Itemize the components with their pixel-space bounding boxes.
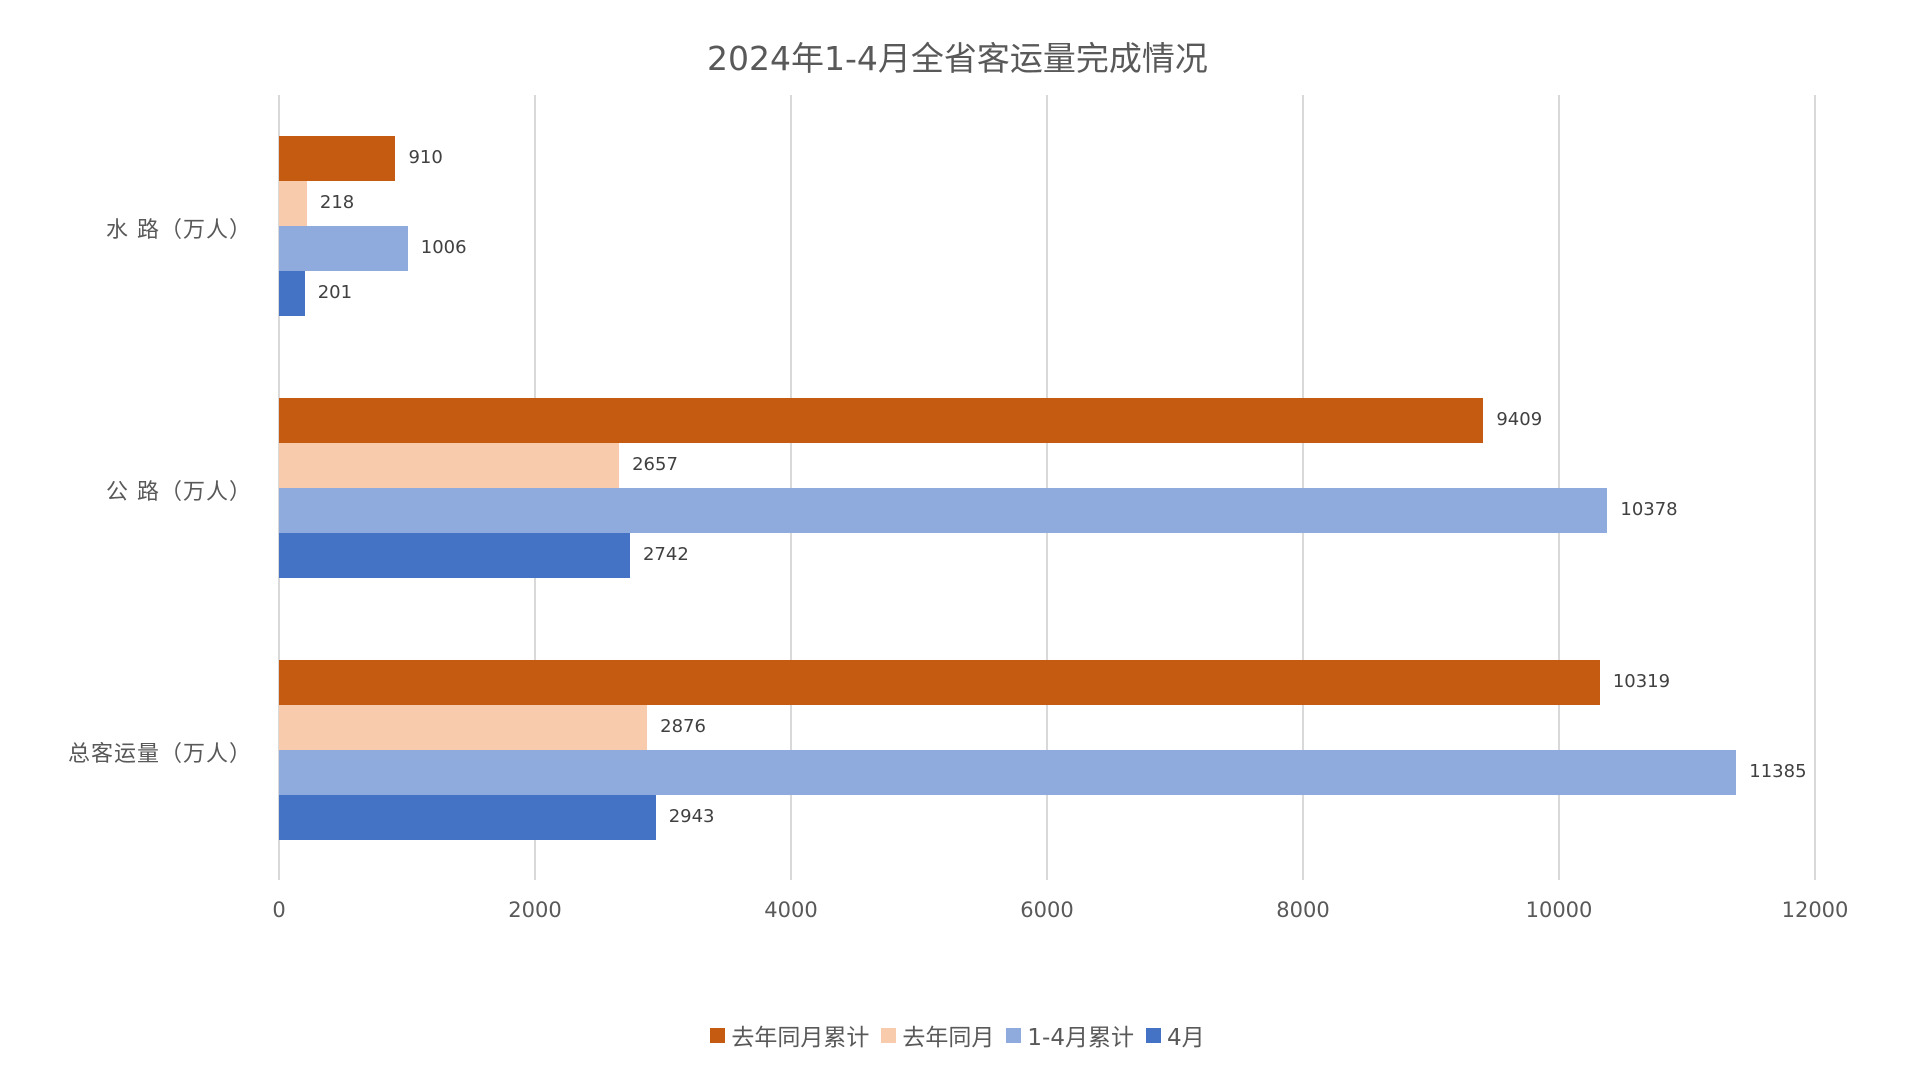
value-label: 9409 [1496,409,1543,430]
legend-swatch-icon [1006,1027,1022,1043]
legend-item[interactable]: 1-4月累计 [1006,1018,1134,1052]
bar[interactable] [279,488,1608,533]
value-label: 2943 [668,806,715,827]
value-label: 201 [317,282,353,303]
bar[interactable] [279,443,620,488]
gridline [1558,95,1560,880]
bar[interactable] [279,795,656,840]
category-label: 总客运量（万人） [67,742,252,767]
category-label: 公 路（万人） [106,480,252,505]
legend: 去年同月累计 去年同月 1-4月累计 4月 [0,1018,1915,1052]
value-label: 11385 [1749,761,1807,782]
legend-label: 4月 [1166,1025,1205,1051]
bar[interactable] [279,136,396,181]
gridline [1814,95,1816,880]
x-tick-label: 0 [272,898,286,922]
bar[interactable] [279,271,305,316]
category-label: 水 路（万人） [106,218,252,243]
bar[interactable] [279,533,630,578]
value-label: 2742 [642,544,689,565]
bar[interactable] [279,660,1600,705]
value-label: 2657 [632,454,678,475]
bar[interactable] [279,181,307,226]
legend-swatch-icon [710,1027,726,1043]
gridline [1046,95,1048,880]
bar[interactable] [279,226,408,271]
legend-label: 去年同月 [902,1025,995,1051]
value-label: 10378 [1620,499,1678,520]
x-tick-label: 8000 [1276,898,1330,922]
gridline [1302,95,1304,880]
x-tick-label: 12000 [1781,898,1849,922]
x-tick-label: 6000 [1020,898,1074,922]
bar[interactable] [279,398,1484,443]
legend-item[interactable]: 去年同月 [881,1018,994,1052]
x-tick-label: 10000 [1525,898,1593,922]
legend-label: 1-4月累计 [1027,1025,1134,1051]
chart-title: 2024年1-4月全省客运量完成情况 [707,39,1208,78]
value-label: 2876 [660,716,706,737]
legend-item[interactable]: 去年同月累计 [710,1018,869,1052]
legend-swatch-icon [881,1027,897,1043]
legend-swatch-icon [1145,1027,1161,1043]
gridline [790,95,792,880]
value-label: 10319 [1612,671,1671,692]
x-tick-label: 2000 [508,898,562,922]
bar[interactable] [279,705,648,750]
value-label: 1006 [420,237,467,258]
legend-item[interactable]: 4月 [1145,1018,1205,1052]
value-label: 910 [408,147,443,168]
x-tick-label: 4000 [764,898,818,922]
value-label: 218 [319,192,355,213]
bar[interactable] [279,750,1737,795]
legend-label: 去年同月累计 [731,1025,870,1051]
